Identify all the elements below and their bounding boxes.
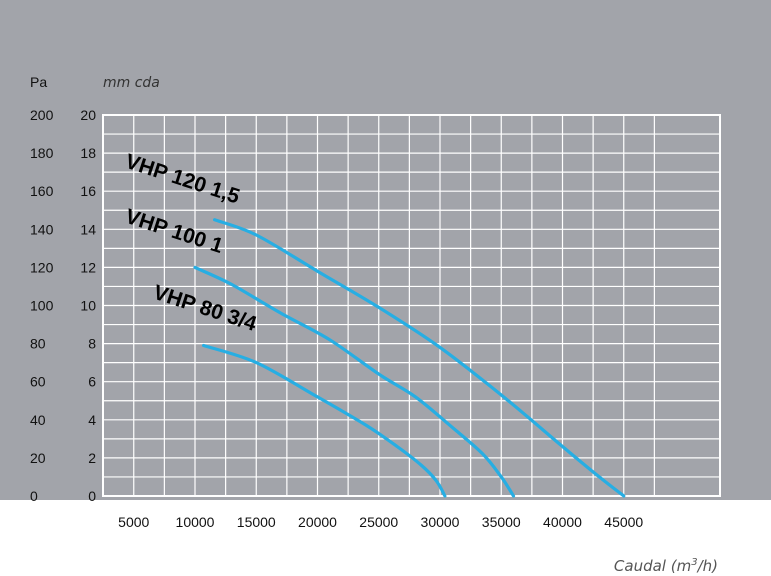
x-axis-label-end: /h) <box>696 557 718 575</box>
chart-background <box>0 0 771 500</box>
y-tick-label-mm: 20 <box>80 107 96 123</box>
y-tick-label-pa: 80 <box>30 336 46 352</box>
y-tick-label-pa: 160 <box>30 183 54 199</box>
y-tick-label-mm: 18 <box>80 145 96 161</box>
x-tick-label: 20000 <box>298 514 337 530</box>
y-tick-label-mm: 2 <box>88 450 96 466</box>
series-curves <box>193 218 626 498</box>
y-tick-label-pa: 40 <box>30 412 46 428</box>
x-axis-ticks: 5000 10000 15000 20000 25000 30000 35000 40000 4… <box>118 514 643 530</box>
x-axis-label-superscript: 3 <box>691 557 697 568</box>
y-tick-label-mm: 8 <box>88 336 96 352</box>
y-tick-label-pa: 60 <box>30 374 46 390</box>
x-tick-label: 40000 <box>543 514 582 530</box>
y-tick-label-pa: 180 <box>30 145 54 161</box>
x-axis-label-text: Caudal (m <box>614 557 691 575</box>
y-tick-label-pa: 100 <box>30 298 54 314</box>
plot-grid <box>102 114 721 497</box>
x-tick-label: 25000 <box>359 514 398 530</box>
series-line-0 <box>213 218 626 498</box>
y-tick-label-pa: 200 <box>30 107 54 123</box>
y-tick-label-pa: 140 <box>30 221 54 237</box>
right-axis-unit: mm cda <box>103 75 160 91</box>
left-axis-unit: Pa <box>30 74 47 90</box>
x-tick-label: 15000 <box>237 514 276 530</box>
y-tick-label-mm: 6 <box>88 374 96 390</box>
y-tick-label-mm: 4 <box>88 412 96 428</box>
y-axis-ticks: 0 0 20 2 40 4 60 6 80 8 100 10 120 12 140 14 160 16 180 18 2… <box>30 107 96 504</box>
x-tick-label: 30000 <box>421 514 460 530</box>
y-tick-label-mm: 14 <box>80 221 96 237</box>
x-tick-label: 5000 <box>118 514 149 530</box>
y-tick-label-mm: 10 <box>80 298 96 314</box>
x-axis-label: Caudal (m3/h) <box>614 557 718 575</box>
x-tick-label: 35000 <box>482 514 521 530</box>
x-tick-label: 45000 <box>604 514 643 530</box>
series-line-2 <box>202 343 447 498</box>
y-tick-label-mm: 12 <box>80 259 96 275</box>
x-tick-label: 10000 <box>176 514 215 530</box>
y-tick-label-mm: 0 <box>88 488 96 504</box>
series-line-1 <box>193 265 516 498</box>
y-tick-label-pa: 120 <box>30 259 54 275</box>
y-tick-label-mm: 16 <box>80 183 96 199</box>
y-tick-label-pa: 0 <box>30 488 38 504</box>
y-tick-label-pa: 20 <box>30 450 46 466</box>
